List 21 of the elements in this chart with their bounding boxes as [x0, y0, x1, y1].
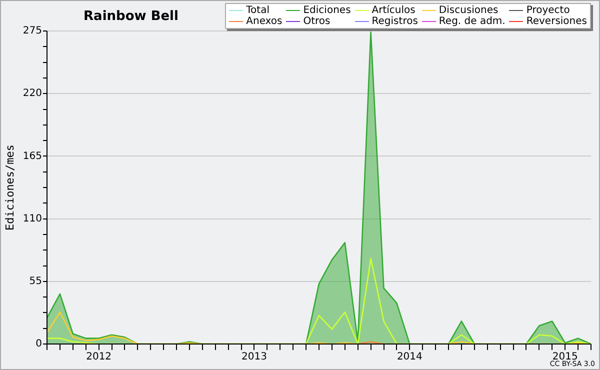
- x-tick-label: 2014: [396, 352, 422, 363]
- legend-label: Registros: [370, 16, 418, 27]
- y-tick-label: 110: [22, 213, 42, 224]
- x-tick-label: 2013: [242, 352, 267, 363]
- y-axis-title: Ediciones/mes: [4, 143, 16, 232]
- legend-label: Reversiones: [525, 16, 587, 27]
- legend-label: Discusiones: [438, 5, 500, 16]
- y-tick-label: 220: [22, 88, 42, 100]
- legend-label: Proyecto: [525, 5, 570, 16]
- legend-label: Total: [245, 5, 270, 16]
- legend-label: Reg. de adm.: [438, 16, 506, 27]
- legend-label: Anexos: [245, 16, 282, 27]
- y-tick-label: 165: [22, 150, 42, 162]
- legend-label: Ediciones: [302, 5, 351, 16]
- legend-label: Artículos: [370, 5, 416, 16]
- y-tick-label: 55: [29, 276, 42, 287]
- y-tick-label: 275: [22, 26, 42, 37]
- legend-label: Otros: [302, 16, 332, 27]
- y-tick-label: 0: [36, 338, 42, 350]
- x-tick-label: 2012: [86, 352, 112, 363]
- chart-title: Rainbow Bell: [82, 9, 180, 24]
